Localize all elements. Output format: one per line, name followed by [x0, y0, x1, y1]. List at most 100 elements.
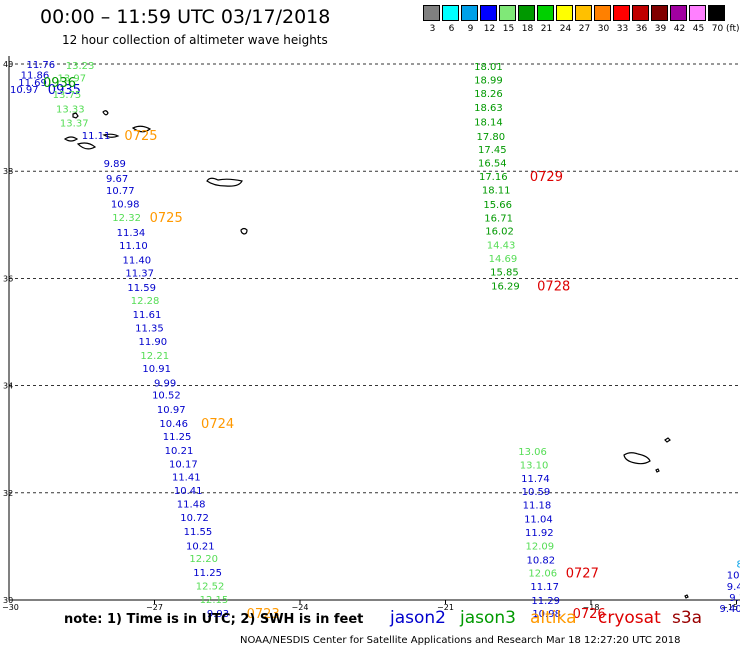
- wave-height-value: 12.06: [528, 569, 557, 580]
- island-outline: [102, 133, 120, 138]
- color-swatch: [461, 5, 478, 21]
- lon-label: −24: [292, 603, 309, 612]
- wave-height-value: 10.82: [526, 555, 555, 566]
- color-swatch: [423, 5, 440, 21]
- pass-time-label: 0725: [124, 129, 157, 144]
- pass-time-label: 0725: [150, 211, 183, 226]
- lat-label: 34: [3, 382, 13, 391]
- island-outline: [131, 125, 152, 133]
- wave-height-value: 17.80: [477, 132, 506, 143]
- color-swatch: [670, 5, 687, 21]
- wave-height-value: 13.33: [56, 104, 85, 115]
- graticule: [9, 63, 738, 604]
- wave-height-value: 18.99: [474, 76, 503, 87]
- island-outline: [623, 452, 651, 465]
- wave-height-value: 10.97: [157, 405, 186, 416]
- pass-time-label: 0726: [573, 607, 606, 622]
- color-scale-label: 45: [692, 24, 705, 34]
- wave-height-value: 17.45: [478, 145, 507, 156]
- wave-height-value: 13.75: [53, 90, 82, 101]
- color-scale-label: 15: [502, 24, 515, 34]
- map-frame: [8, 56, 740, 601]
- wave-height-value: 12.52: [196, 582, 225, 593]
- wave-height-value: 11.55: [184, 527, 213, 538]
- color-swatch: [708, 5, 725, 21]
- wave-height-value: 11.61: [133, 310, 162, 321]
- wave-height-value: 18.26: [474, 89, 503, 100]
- lat-label: 32: [3, 489, 13, 498]
- wave-height-value: 11.76: [26, 60, 55, 71]
- island-outline: [240, 227, 248, 235]
- wave-height-value: 10.59: [522, 487, 551, 498]
- color-scale-label: 3: [429, 24, 436, 34]
- lon-label: −21: [437, 603, 454, 612]
- pass-time-label: 0723: [247, 607, 280, 622]
- wave-height-value: 11.92: [525, 528, 554, 539]
- wave-height-value: 16.71: [484, 213, 513, 224]
- color-swatch: [594, 5, 611, 21]
- satellite-legend-item: cryosat: [598, 608, 661, 628]
- wave-height-value: 12.28: [131, 296, 160, 307]
- wave-height-value: 11.34: [117, 228, 146, 239]
- wave-height-value: 16.54: [478, 159, 507, 170]
- wave-height-value: 11.37: [125, 269, 154, 280]
- lat-label: 36: [3, 274, 13, 283]
- wave-height-value: 13.23: [66, 61, 95, 72]
- wave-height-value: 11.04: [524, 515, 553, 526]
- color-swatch: [442, 5, 459, 21]
- color-swatch: [556, 5, 573, 21]
- color-swatch: [613, 5, 630, 21]
- color-scale-label: 6: [448, 24, 455, 34]
- island-outline: [72, 112, 79, 119]
- pass-time-label: 0727: [566, 567, 599, 582]
- island-outline: [76, 142, 97, 150]
- color-swatch: [632, 5, 649, 21]
- wave-height-value: 13.06: [518, 447, 547, 458]
- wave-height-value: 10.77: [106, 186, 135, 197]
- wave-height-value: 9.89: [104, 159, 126, 170]
- wave-height-value: 11.48: [177, 500, 206, 511]
- wave-height-value: 11.25: [163, 432, 192, 443]
- wave-height-value: 15.85: [490, 267, 519, 278]
- wave-height-value: 10.21: [186, 541, 215, 552]
- wave-height-value: 11.41: [172, 473, 201, 484]
- wave-height-value: 12.20: [189, 554, 218, 565]
- footer-credit: NOAA/NESDIS Center for Satellite Applica…: [240, 635, 681, 646]
- wave-height-value: 9.1: [729, 593, 740, 604]
- wave-height-value: 10.98: [532, 609, 561, 620]
- satellite-legend-item: jason3: [460, 608, 516, 628]
- wave-height-value: 10.98: [111, 199, 140, 210]
- color-swatch: [689, 5, 706, 21]
- wave-height-value: 8: [737, 560, 740, 571]
- lon-label: −15: [721, 603, 738, 612]
- lat-label: 30: [3, 596, 13, 605]
- wave-height-value: 18.63: [474, 103, 503, 114]
- island-outline: [655, 468, 660, 473]
- wave-height-value: 9.93: [207, 609, 229, 620]
- color-scale-label: 70: [711, 24, 724, 34]
- wave-height-value: 9.40: [720, 604, 740, 615]
- wave-height-value: 15.66: [483, 200, 512, 211]
- color-scale-label: 21: [540, 24, 553, 34]
- satellite-legend-item: s3a: [672, 608, 703, 628]
- wave-height-value: 18.14: [474, 117, 503, 128]
- color-swatch: [480, 5, 497, 21]
- wave-height-value: 17.16: [479, 172, 508, 183]
- pass-time-label: 0728: [537, 279, 570, 294]
- wave-height-value: 11.25: [193, 568, 222, 579]
- wave-height-value: 11.40: [122, 256, 151, 267]
- color-scale-unit: (ft): [726, 24, 740, 34]
- wave-height-value: 9.4: [727, 582, 740, 593]
- page-subtitle: 12 hour collection of altimeter wave hei…: [62, 33, 328, 47]
- wave-height-value: 11.10: [119, 241, 148, 252]
- island-outline: [102, 110, 109, 116]
- wave-height-value: 10: [727, 570, 740, 581]
- island-outline: [664, 437, 671, 443]
- wave-height-value: 13.10: [520, 460, 549, 471]
- wave-height-value: 14.43: [487, 241, 516, 252]
- color-scale-label: 33: [616, 24, 629, 34]
- color-scale-label: 30: [597, 24, 610, 34]
- pass-time-label: 0936: [43, 76, 76, 91]
